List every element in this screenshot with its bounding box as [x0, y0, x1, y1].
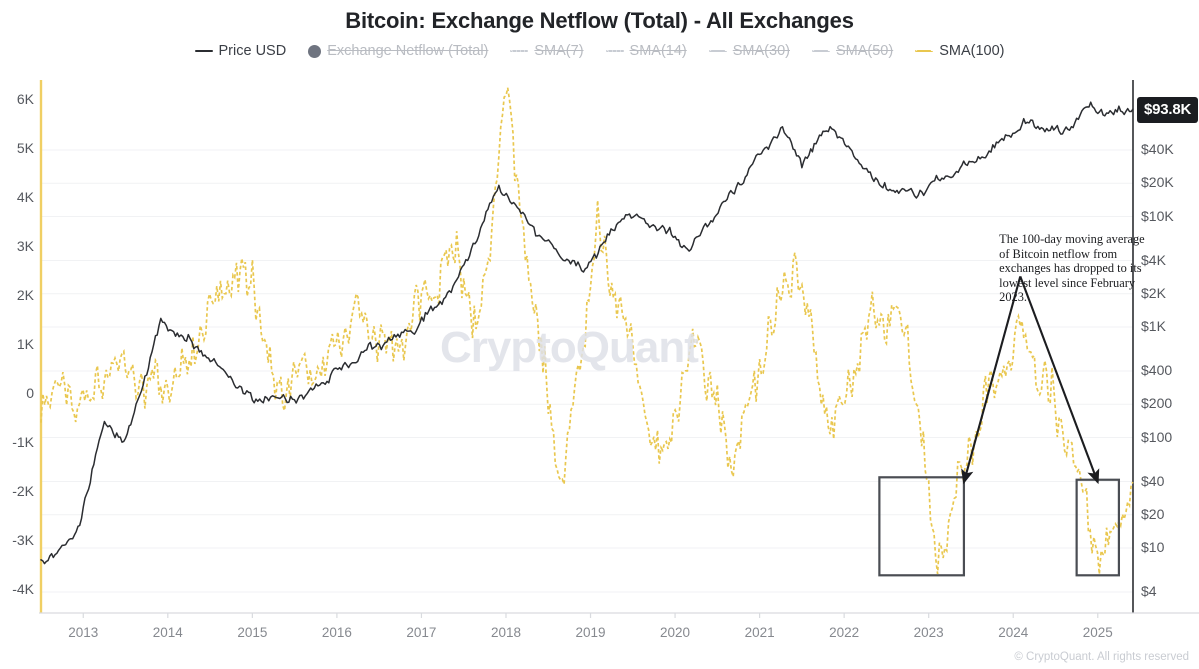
- y-axis-right-tick: $40K: [1141, 141, 1174, 157]
- legend-item-label: SMA(14): [629, 43, 687, 59]
- x-axis-tick: 2024: [998, 625, 1029, 640]
- x-axis-tick: 2021: [744, 625, 775, 640]
- x-axis-tick: 2019: [575, 625, 606, 640]
- x-axis-tick: 2025: [1082, 625, 1113, 640]
- legend-item-label: Exchange Netflow (Total): [327, 43, 489, 59]
- y-axis-right-tick: $100: [1141, 428, 1173, 445]
- legend-item-sma-100[interactable]: SMA(100): [915, 43, 1004, 59]
- x-axis-tick: 2013: [68, 625, 99, 640]
- line-glyph: [915, 50, 934, 52]
- plot-area: [0, 78, 1199, 618]
- x-axis-tick: 2022: [829, 625, 860, 640]
- y-axis-right-tick: $10: [1141, 539, 1165, 556]
- legend-item-exchange-netflow-total[interactable]: Exchange Netflow (Total): [308, 43, 488, 59]
- legend-item-label: SMA(30): [732, 43, 790, 59]
- x-axis-tick: 2023: [913, 625, 944, 640]
- y-axis-right-tick: $4: [1141, 583, 1157, 599]
- legend-line-icon: [811, 45, 830, 57]
- copyright-watermark: © CryptoQuant. All rights reserved: [1014, 651, 1189, 663]
- legend-item-sma-14[interactable]: SMA(14): [605, 43, 687, 59]
- line-glyph: [510, 50, 529, 52]
- legend-line-icon: [510, 45, 529, 57]
- y-axis-right-tick: $40: [1141, 472, 1165, 489]
- y-axis-left-tick: -1K: [12, 434, 34, 450]
- y-axis-left-tick: -4K: [12, 581, 34, 597]
- y-axis-left-tick: 3K: [16, 238, 34, 254]
- legend-line-icon: [708, 45, 727, 57]
- legend-item-sma-7[interactable]: SMA(7): [510, 43, 584, 59]
- line-glyph: [708, 50, 727, 52]
- chart-annotation-text: The 100-day moving average of Bitcoin ne…: [999, 232, 1145, 305]
- series-sma100: [40, 87, 1134, 575]
- y-axis-right-tick: $4K: [1141, 251, 1166, 268]
- legend-item-sma-30[interactable]: SMA(30): [708, 43, 790, 59]
- x-axis-tick: 2017: [406, 625, 437, 640]
- legend-item-label: SMA(100): [939, 43, 1005, 59]
- x-axis-tick: 2020: [660, 625, 691, 640]
- legend-item-label: SMA(7): [534, 43, 584, 59]
- x-axis-tick: 2015: [237, 625, 268, 640]
- y-axis-left-tick: 5K: [16, 140, 34, 156]
- y-axis-right-tick: $1K: [1141, 318, 1166, 335]
- legend-line-icon: [915, 45, 934, 57]
- y-axis-right-tick: $400: [1141, 362, 1173, 378]
- y-axis-left-tick: 0: [26, 385, 34, 401]
- annotation-arrow-to-2023-low: [961, 276, 1022, 485]
- y-axis-right-tick: $2K: [1141, 284, 1166, 301]
- circle-glyph: [308, 44, 322, 58]
- y-axis-left-tick: -3K: [12, 532, 34, 548]
- legend-line-icon: [194, 45, 213, 57]
- legend-dot-icon: [308, 44, 322, 58]
- chart-legend: Price USD Exchange Netflow (Total) SMA(7) S…: [0, 43, 1199, 59]
- x-axis-tick: 2016: [321, 625, 352, 640]
- legend-item-sma-50[interactable]: SMA(50): [811, 43, 894, 59]
- y-axis-left-tick: -2K: [12, 483, 34, 499]
- y-axis-left-tick: 4K: [16, 189, 34, 205]
- y-axis-left-tick: 2K: [16, 287, 34, 303]
- current-price-badge: $93.8K: [1137, 97, 1199, 124]
- highlight-box-2025-low-box: [1075, 478, 1121, 577]
- y-axis-right-tick: $200: [1141, 395, 1173, 412]
- y-axis-right-tick: $20K: [1141, 174, 1174, 191]
- legend-item-label: SMA(50): [835, 43, 894, 59]
- annotation-arrow-to-2025-low: [1019, 276, 1100, 485]
- x-axis-tick: 2018: [490, 625, 521, 640]
- y-axis-right-tick: $10K: [1141, 207, 1174, 224]
- line-glyph: [811, 50, 830, 52]
- y-axis-left-tick: 1K: [16, 336, 34, 352]
- highlight-box-february-2023-low-box: [878, 476, 966, 577]
- legend-item-label: Price USD: [218, 43, 287, 59]
- y-axis-left-tick: 6K: [16, 91, 34, 107]
- legend-item-price-usd[interactable]: Price USD: [194, 43, 287, 59]
- line-glyph: [194, 50, 213, 52]
- page-title: Bitcoin: Exchange Netflow (Total) - All …: [345, 8, 854, 33]
- y-axis-right-tick: $20: [1141, 505, 1165, 522]
- line-glyph: [605, 50, 624, 52]
- series-price-usd: [40, 101, 1134, 565]
- chart-canvas: [39, 80, 1199, 618]
- legend-line-icon: [605, 45, 624, 57]
- x-axis-tick: 2014: [152, 625, 183, 640]
